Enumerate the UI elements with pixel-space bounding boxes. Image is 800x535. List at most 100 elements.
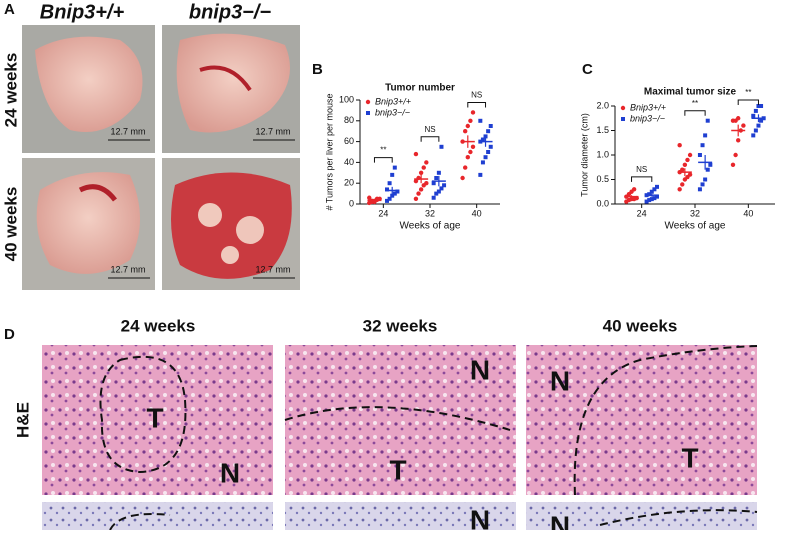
data-point <box>652 187 657 192</box>
data-point <box>424 160 429 165</box>
significance-bracket <box>631 176 653 182</box>
data-point <box>385 187 389 192</box>
data-point <box>413 178 419 184</box>
data-point <box>680 182 685 187</box>
scale-bar-label: 12.7 mm <box>255 264 290 274</box>
data-point <box>649 189 654 194</box>
data-point <box>486 150 491 154</box>
data-point <box>741 123 746 128</box>
data-point <box>431 181 436 186</box>
chart-title: Tumor number <box>385 83 455 94</box>
data-point <box>700 143 705 148</box>
significance-label: NS <box>471 91 482 100</box>
data-point <box>697 187 702 192</box>
data-point <box>759 118 764 123</box>
x-axis-label: Weeks of age <box>400 221 461 232</box>
data-point <box>682 162 688 167</box>
region-mark: T <box>146 402 163 433</box>
y-tick-label: 0.0 <box>596 198 609 208</box>
data-point <box>759 104 764 108</box>
data-point <box>730 162 736 167</box>
column-heading: 24 weeks <box>121 316 196 335</box>
data-point <box>705 118 710 123</box>
data-point <box>756 123 761 128</box>
data-point <box>468 118 473 124</box>
y-tick-label: 0 <box>349 198 354 208</box>
scale-bar-label: 12.7 mm <box>255 126 290 136</box>
data-point <box>685 157 690 163</box>
panel-label: C <box>582 61 593 78</box>
data-point <box>413 196 419 201</box>
data-point <box>436 170 441 175</box>
data-point <box>413 151 419 157</box>
significance-label: ** <box>745 88 751 97</box>
row-label: 24 weeks <box>1 53 20 128</box>
legend-label: Bnip3+/+ <box>630 102 666 112</box>
y-tick-label: 1.0 <box>596 149 609 159</box>
data-point <box>460 175 465 181</box>
liver-images <box>22 25 300 290</box>
legend-marker <box>620 105 626 111</box>
data-point <box>680 167 685 172</box>
data-point <box>687 152 693 158</box>
data-point <box>703 177 708 182</box>
data-point <box>421 165 426 170</box>
chart-title: Maximal tumor size <box>644 87 737 98</box>
data-point <box>470 110 476 115</box>
data-point <box>644 199 649 204</box>
region-mark: N <box>550 365 570 396</box>
data-point <box>463 129 468 134</box>
data-point <box>416 191 421 196</box>
data-point <box>751 133 756 138</box>
y-axis-label: Tumor diameter (cm) <box>579 113 589 197</box>
scale-bar-label: 12.7 mm <box>110 264 145 274</box>
data-point <box>753 128 758 133</box>
significance-bracket <box>420 136 440 142</box>
x-tick-label: 40 <box>472 208 482 218</box>
data-point <box>483 155 488 160</box>
significance-bracket <box>684 110 706 116</box>
data-point <box>436 189 441 194</box>
data-point <box>390 193 395 198</box>
y-tick-label: 60 <box>344 136 354 146</box>
column-heading: 32 weeks <box>363 316 438 335</box>
data-point <box>442 183 447 188</box>
region-mark: N <box>220 457 240 488</box>
genotype-label: bnip3−/− <box>189 1 272 23</box>
legend-marker <box>365 99 371 105</box>
y-tick-label: 0.5 <box>596 174 609 184</box>
data-point <box>708 162 713 167</box>
y-tick-label: 80 <box>344 115 354 125</box>
legend-marker <box>621 117 625 121</box>
data-point <box>655 194 659 199</box>
y-tick-label: 2.0 <box>596 100 609 110</box>
data-point <box>367 195 372 200</box>
region-mark: T <box>681 442 698 473</box>
y-tick-label: 20 <box>344 178 354 188</box>
histology-images <box>42 345 758 531</box>
significance-bracket <box>467 101 487 108</box>
data-point <box>631 187 637 192</box>
legend-label: bnip3−/− <box>375 107 410 117</box>
data-point <box>753 108 758 113</box>
region-mark: T <box>389 454 406 485</box>
panel-label: A <box>4 1 15 18</box>
data-point <box>468 149 473 155</box>
significance-label: ** <box>380 146 386 155</box>
legend-marker <box>366 111 370 115</box>
x-tick-label: 40 <box>743 208 753 218</box>
data-point <box>434 176 439 180</box>
data-point <box>480 160 485 165</box>
data-point <box>470 144 476 149</box>
significance-bracket <box>373 157 393 163</box>
data-point <box>418 187 424 192</box>
significance-label: NS <box>636 165 647 174</box>
data-point <box>478 172 483 177</box>
significance-label: ** <box>692 99 698 108</box>
data-point <box>387 196 392 201</box>
region-mark: N <box>470 354 490 385</box>
data-point <box>434 191 439 196</box>
region-mark: N <box>470 504 490 530</box>
data-point <box>478 118 483 123</box>
